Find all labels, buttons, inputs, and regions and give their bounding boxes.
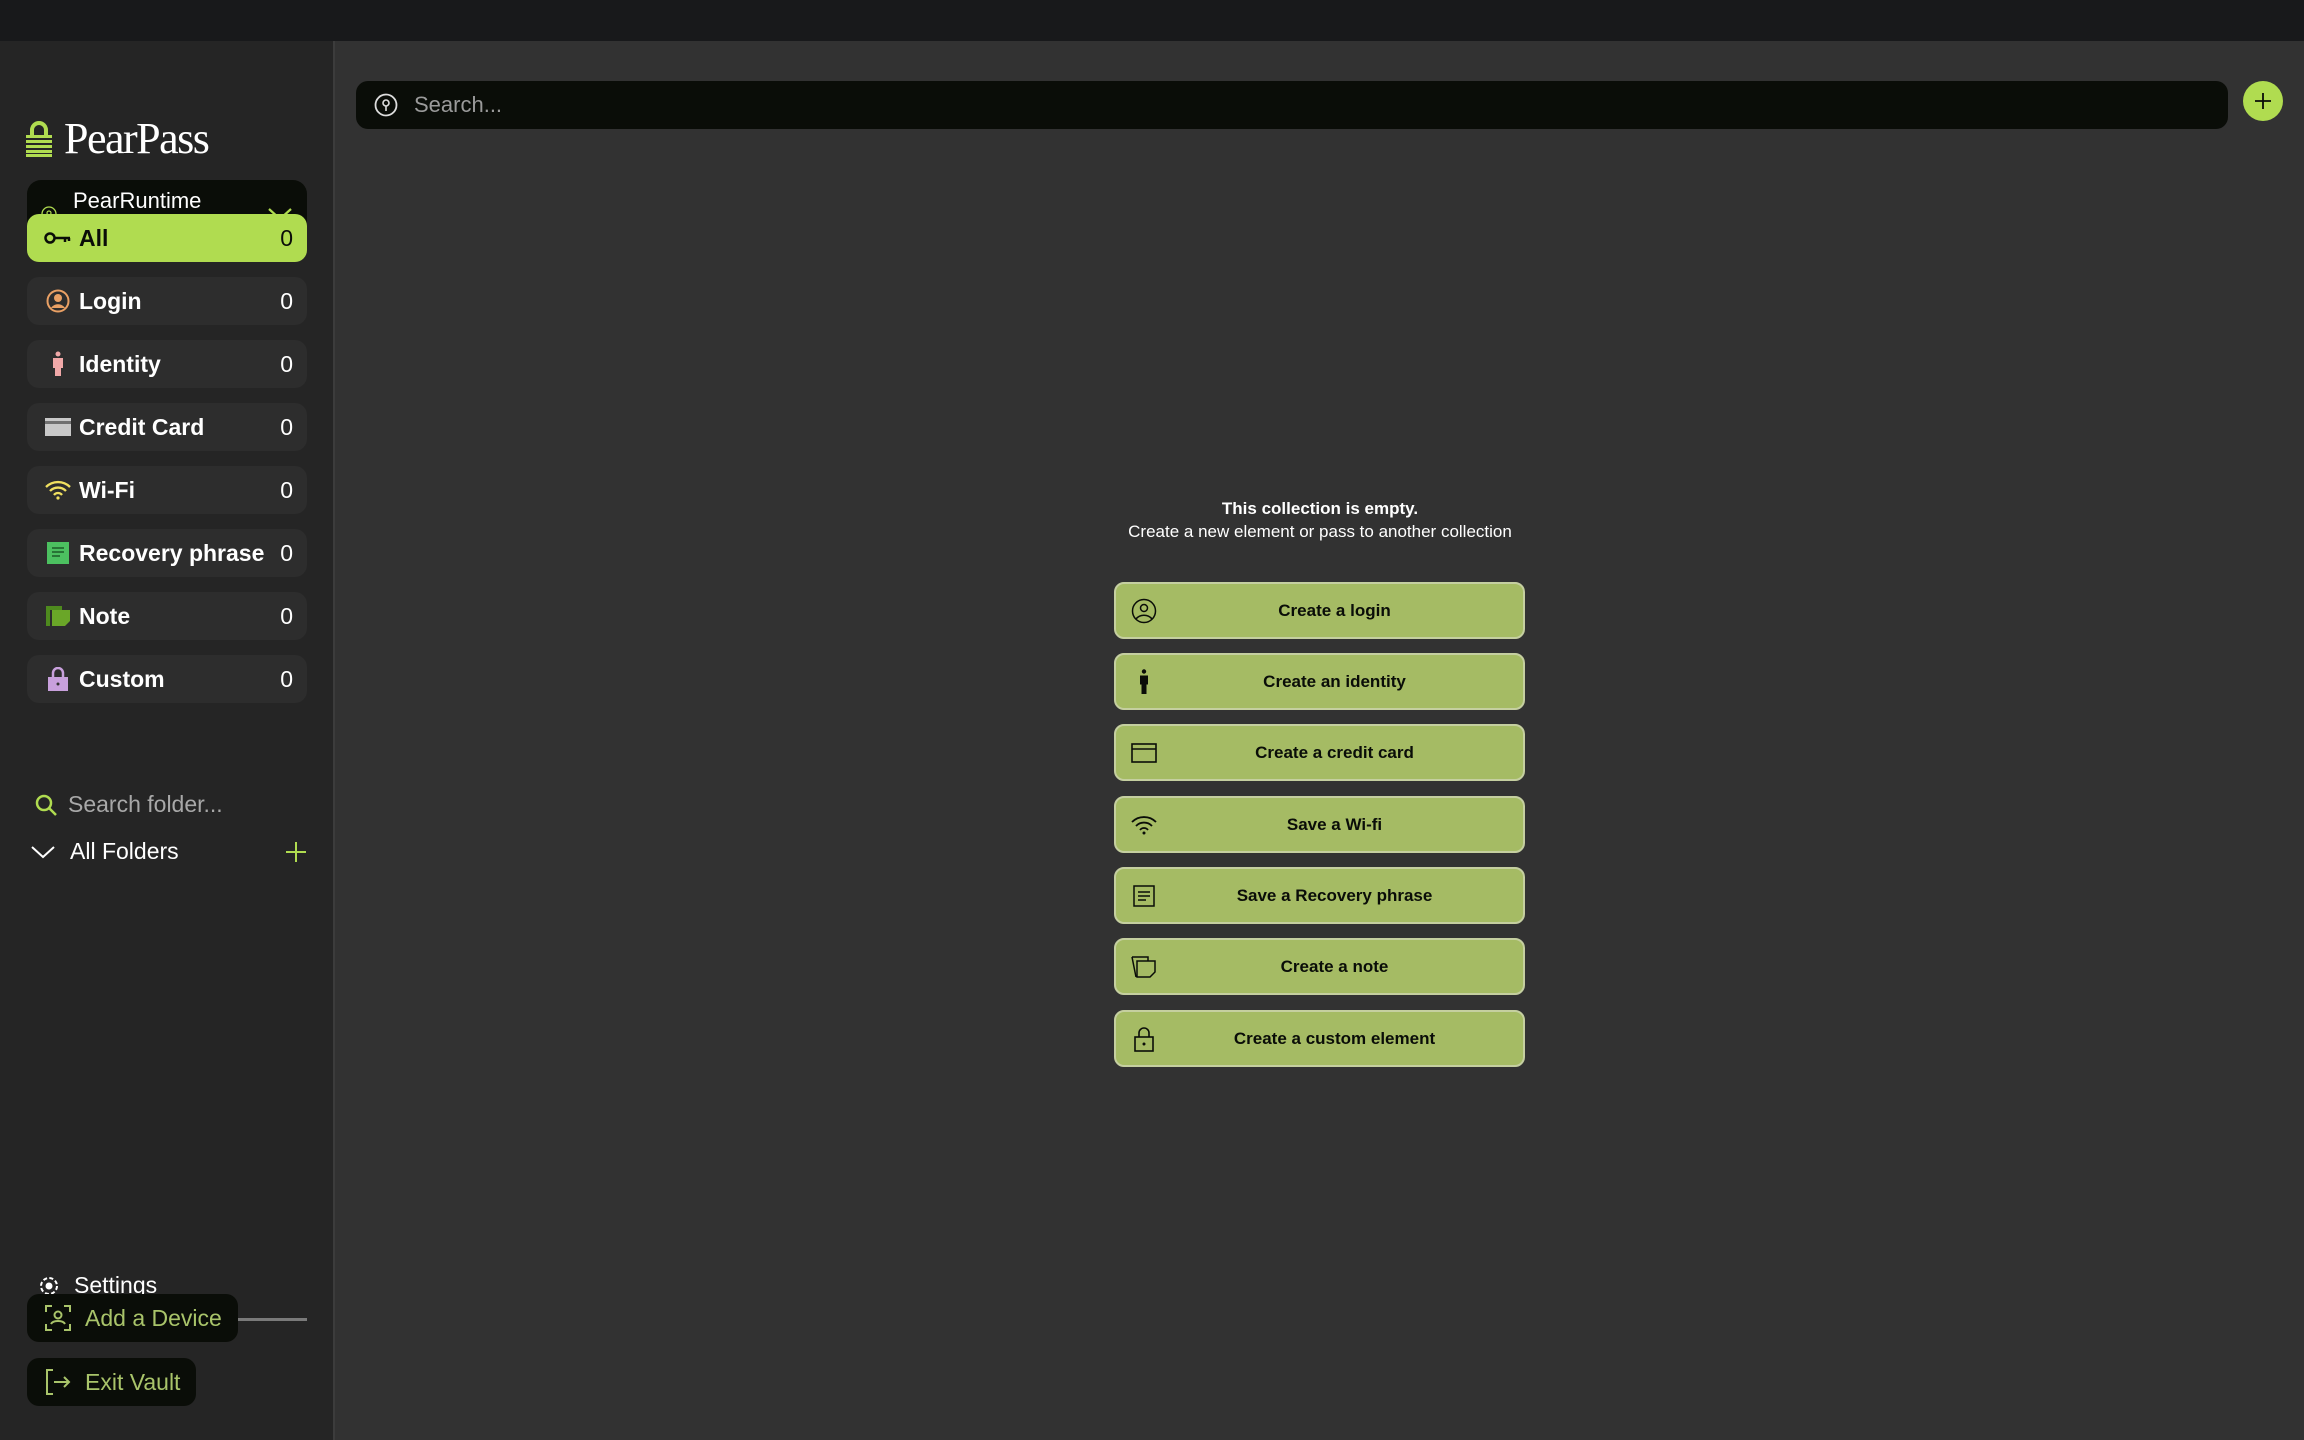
empty-subtitle: Create a new element or pass to another … bbox=[1128, 522, 1512, 541]
search-icon bbox=[35, 794, 57, 816]
folder-search-placeholder: Search folder... bbox=[68, 791, 223, 817]
all-folders-label: All Folders bbox=[70, 838, 179, 864]
logo: PearPass bbox=[26, 113, 210, 164]
search-bar[interactable] bbox=[356, 81, 2228, 129]
add-folder-icon[interactable] bbox=[285, 841, 307, 863]
save-wifi-button[interactable]: Save a Wi-fi bbox=[1114, 796, 1525, 853]
all-folders[interactable]: All Folders bbox=[30, 838, 307, 865]
create-login-button[interactable]: Create a login bbox=[1114, 582, 1525, 639]
credit-card-icon bbox=[1131, 742, 1157, 763]
category-all[interactable]: All 0 bbox=[27, 214, 307, 262]
empty-title: This collection is empty. bbox=[1221, 499, 1419, 518]
wifi-icon bbox=[45, 480, 71, 500]
logout-icon bbox=[46, 1369, 71, 1395]
note-icon bbox=[1131, 955, 1156, 978]
folder-search[interactable]: Search folder... bbox=[34, 791, 223, 818]
create-identity-button[interactable]: Create an identity bbox=[1114, 653, 1525, 710]
document-icon bbox=[47, 542, 69, 564]
note-icon bbox=[46, 606, 70, 626]
category-recovery-phrase[interactable]: Recovery phrase 0 bbox=[27, 529, 307, 577]
category-credit-card[interactable]: Credit Card 0 bbox=[27, 403, 307, 451]
padlock-logo-icon bbox=[26, 120, 52, 157]
search-input[interactable] bbox=[414, 92, 2114, 118]
credit-card-icon bbox=[45, 418, 71, 436]
category-note[interactable]: Note 0 bbox=[27, 592, 307, 640]
category-identity[interactable]: Identity 0 bbox=[27, 340, 307, 388]
exit-vault-button[interactable]: Exit Vault bbox=[27, 1358, 197, 1406]
add-item-button[interactable] bbox=[2243, 81, 2283, 121]
lock-icon bbox=[48, 667, 68, 691]
title-bar bbox=[0, 0, 2304, 41]
category-custom[interactable]: Custom 0 bbox=[27, 655, 307, 703]
person-icon bbox=[53, 351, 63, 376]
create-note-button[interactable]: Create a note bbox=[1114, 938, 1525, 995]
save-recovery-phrase-button[interactable]: Save a Recovery phrase bbox=[1114, 867, 1525, 924]
settings-link[interactable]: Settings bbox=[36, 1272, 157, 1299]
app-name: PearPass bbox=[64, 114, 210, 163]
add-device-button[interactable]: Add a Device bbox=[27, 1294, 238, 1342]
wifi-icon bbox=[1131, 815, 1157, 834]
chevron-down-icon bbox=[31, 845, 55, 858]
create-credit-card-button[interactable]: Create a credit card bbox=[1114, 724, 1525, 781]
sidebar: PearPass PearRuntime Credentials All 0 L… bbox=[0, 41, 335, 1440]
gear-icon bbox=[40, 1276, 58, 1295]
key-icon bbox=[44, 232, 71, 244]
vault-icon bbox=[374, 93, 398, 117]
plus-icon bbox=[2255, 93, 2271, 109]
scan-user-icon bbox=[45, 1305, 71, 1331]
create-custom-element-button[interactable]: Create a custom element bbox=[1114, 1010, 1525, 1067]
person-icon bbox=[1140, 668, 1148, 694]
document-icon bbox=[1133, 884, 1155, 907]
user-circle-icon bbox=[1131, 598, 1157, 623]
user-circle-icon bbox=[46, 289, 70, 313]
lock-icon bbox=[1134, 1026, 1154, 1052]
category-login[interactable]: Login 0 bbox=[27, 277, 307, 325]
category-wifi[interactable]: Wi-Fi 0 bbox=[27, 466, 307, 514]
